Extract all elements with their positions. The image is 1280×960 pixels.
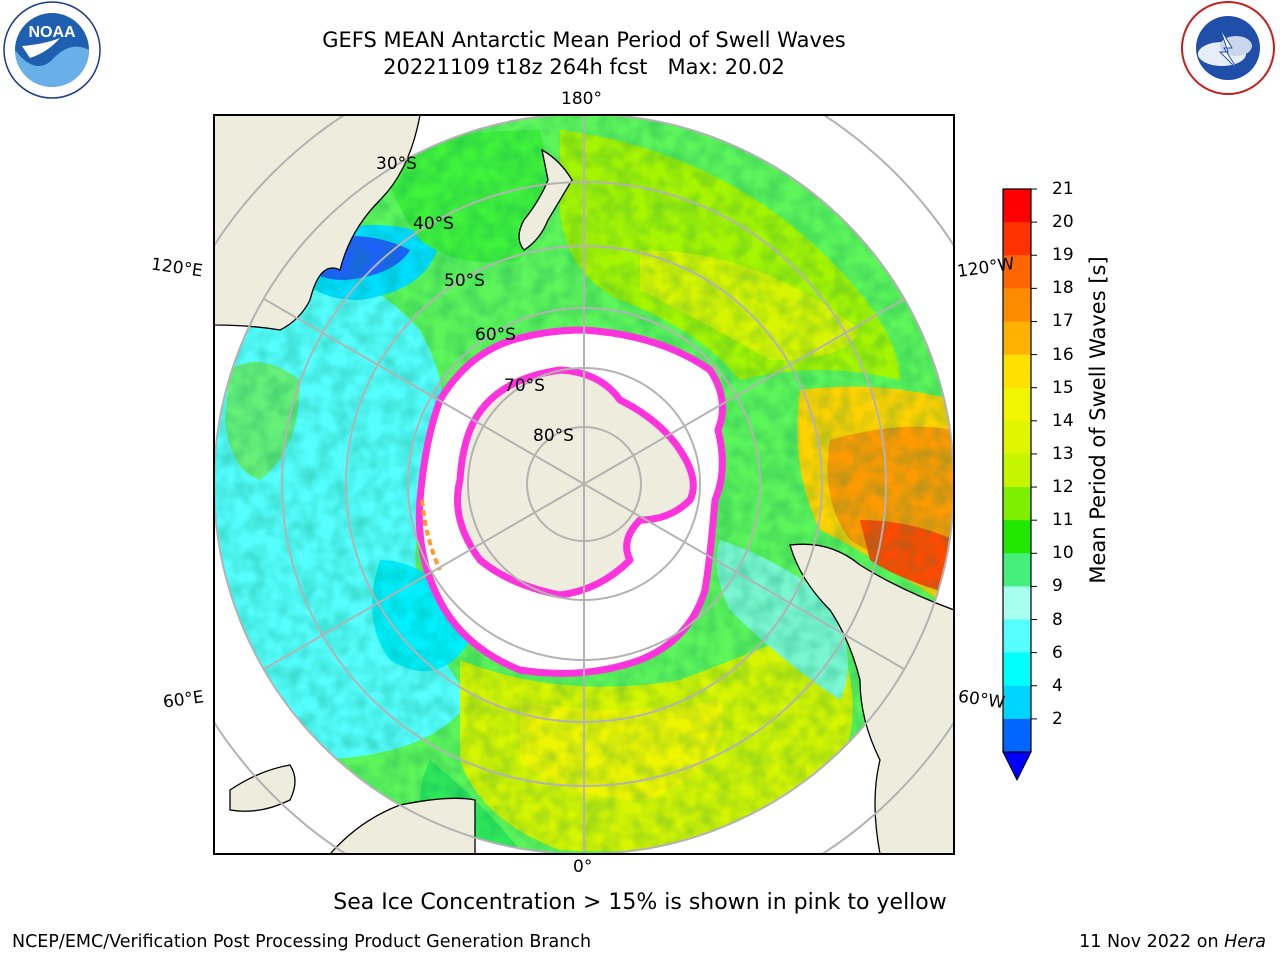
sea-ice-zone	[415, 326, 726, 677]
colorbar-frame	[1002, 188, 1032, 753]
lat-label-70s: 70°S	[504, 376, 545, 396]
colorbar-band	[1003, 222, 1031, 256]
footer-credit: NCEP/EMC/Verification Post Processing Pr…	[12, 932, 592, 952]
map-frame	[213, 114, 955, 855]
colorbar-tick-label: 17	[1052, 311, 1074, 332]
colorbar-band	[1003, 420, 1031, 455]
colorbar-band	[1003, 387, 1031, 422]
colorbar-label: Mean Period of Swell Waves [s]	[1086, 256, 1110, 584]
chart-subtitle: 20221109 t18z 264h fcst Max: 20.02	[0, 54, 1168, 80]
colorbar-extend-triangle	[1002, 751, 1032, 782]
colorbar-band	[1003, 520, 1031, 554]
colorbar-tick-label: 16	[1052, 344, 1074, 365]
colorbar-band	[1003, 189, 1031, 223]
footer-machine: Hera	[1224, 932, 1266, 952]
graticule	[214, 115, 954, 854]
footer-date: 11 Nov 2022 on Hera	[1079, 932, 1266, 952]
colorbar-tick-label: 15	[1052, 377, 1074, 398]
colorbar-tick-label: 19	[1052, 245, 1074, 266]
colorbar-tick-label: 18	[1052, 278, 1074, 299]
colorbar-band	[1003, 619, 1031, 654]
nws-logo	[1181, 1, 1275, 95]
colorbar-tick-label: 2	[1052, 708, 1063, 729]
colorbar-band	[1003, 255, 1031, 289]
colorbar-tick-label: 20	[1052, 212, 1074, 233]
colorbar-tick-label: 21	[1052, 179, 1074, 199]
noaa-logo-text: NOAA	[28, 24, 76, 41]
max-value-text: Max: 20.02	[667, 55, 785, 79]
lat-label-50s: 50°S	[444, 271, 485, 291]
lat-label-60s: 60°S	[475, 325, 516, 345]
colorbar-tick-label: 11	[1052, 510, 1074, 531]
run-forecast-text: 20221109 t18z 264h fcst	[383, 55, 648, 79]
colorbar-tick-label: 8	[1052, 609, 1063, 630]
colorbar	[1003, 188, 1037, 753]
colorbar-tick-label: 6	[1052, 642, 1063, 663]
colorbar-band	[1003, 652, 1031, 687]
colorbar-band	[1003, 586, 1031, 621]
colorbar-tick-label: 9	[1052, 576, 1063, 597]
lat-label-30s: 30°S	[376, 154, 417, 174]
chart-title: GEFS MEAN Antarctic Mean Period of Swell…	[322, 28, 846, 52]
sea-ice-note: Sea Ice Concentration > 15% is shown in …	[333, 890, 947, 915]
lat-label-80s: 80°S	[533, 426, 574, 446]
noaa-logo: NOAA	[3, 1, 101, 99]
lon-label-180: 180°	[561, 89, 602, 109]
colorbar-tick-label: 14	[1052, 410, 1074, 431]
colorbar-band	[1003, 553, 1031, 587]
colorbar-band	[1003, 453, 1031, 488]
lon-label-0: 0°	[573, 857, 593, 877]
colorbar-tick-label: 12	[1052, 477, 1074, 498]
footer-date-text: 11 Nov 2022 on	[1079, 932, 1219, 952]
colorbar-band	[1003, 321, 1031, 356]
colorbar-band	[1003, 487, 1031, 521]
new-zealand-land	[518, 148, 573, 251]
colorbar-band	[1003, 288, 1031, 322]
colorbar-band	[1003, 718, 1031, 753]
colorbar-band	[1003, 685, 1031, 720]
lat-label-40s: 40°S	[413, 214, 454, 234]
australia-land	[214, 115, 421, 331]
colorbar-tick-label: 4	[1052, 675, 1063, 696]
colorbar-tick-label: 10	[1052, 543, 1074, 564]
colorbar-tick-label: 13	[1052, 443, 1074, 464]
colorbar-band	[1003, 354, 1031, 389]
